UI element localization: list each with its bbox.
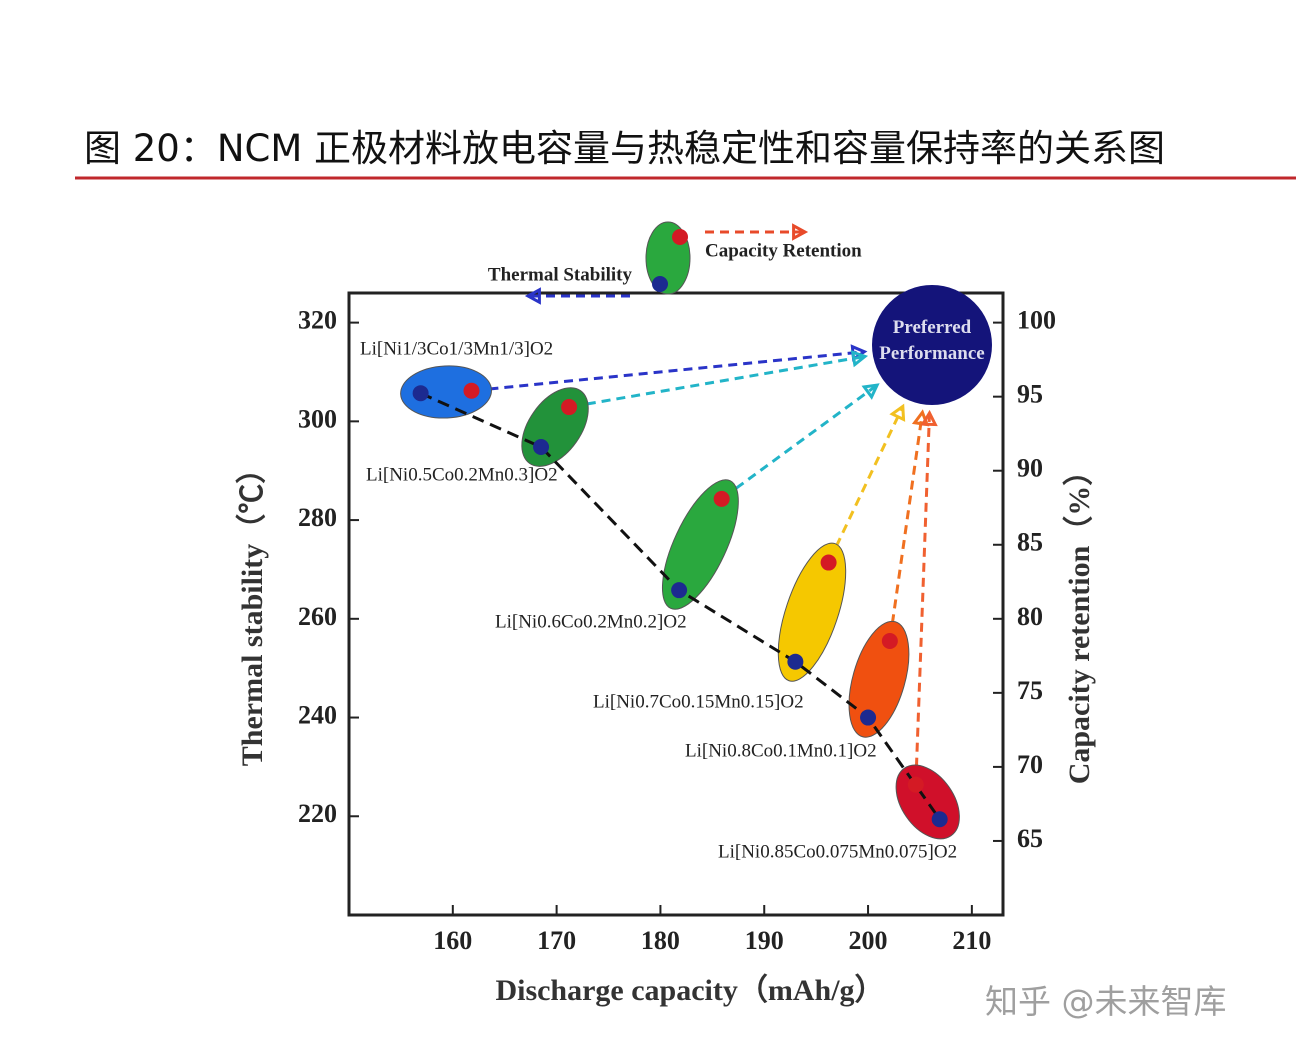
y-tick-label: 280 xyxy=(298,503,337,532)
x-tick-label: 170 xyxy=(537,926,576,955)
x-tick-label: 190 xyxy=(745,926,784,955)
material-label: Li[Ni0.8Co0.1Mn0.1]O2 xyxy=(685,740,877,761)
thermal-point xyxy=(860,709,877,726)
x-tick-label: 200 xyxy=(849,926,888,955)
thermal-point xyxy=(931,811,948,828)
legend-label: Thermal Stability xyxy=(488,264,633,285)
performance-arrow-head xyxy=(850,349,869,368)
x-tick-label: 210 xyxy=(952,926,991,955)
x-tick-label: 160 xyxy=(433,926,472,955)
y2-tick-label: 95 xyxy=(1017,380,1043,409)
performance-arrow xyxy=(735,383,879,490)
watermark: 知乎 @未来智库 xyxy=(985,982,1227,1021)
y2-tick-label: 75 xyxy=(1017,676,1043,705)
y2-tick-label: 85 xyxy=(1017,528,1043,557)
retention-point xyxy=(881,633,898,650)
performance-arrow xyxy=(834,405,905,547)
thermal-point xyxy=(787,653,804,670)
x-tick-label: 180 xyxy=(641,926,680,955)
y2-tick-label: 80 xyxy=(1017,602,1043,631)
y-tick-label: 300 xyxy=(298,404,337,433)
material-ellipse xyxy=(848,620,910,738)
material-label: Li[Ni0.7Co0.15Mn0.15]O2 xyxy=(593,691,804,712)
y2-axis-label: Capacity retention（%） xyxy=(1062,456,1096,785)
y-tick-label: 240 xyxy=(298,701,337,730)
material-ellipse xyxy=(400,365,492,419)
thermal-trend xyxy=(420,391,941,821)
material-label: Li[Ni0.6Co0.2Mn0.2]O2 xyxy=(495,611,687,632)
thermal-point xyxy=(671,582,688,599)
thermal-point xyxy=(533,439,550,456)
y2-tick-label: 90 xyxy=(1017,454,1043,483)
performance-arrow-head xyxy=(889,403,906,422)
retention-point xyxy=(820,554,837,571)
material-label: Li[Ni0.5Co0.2Mn0.3]O2 xyxy=(366,464,558,485)
material-ellipse xyxy=(661,479,739,610)
material-label: Li[Ni1/3Co1/3Mn1/3]O2 xyxy=(360,338,553,359)
legend-label: Capacity Retention xyxy=(705,240,862,261)
performance-arrow-head xyxy=(920,409,938,427)
plot-frame xyxy=(347,291,1005,917)
x-axis-label: Discharge capacity（mAh/g） xyxy=(495,973,884,1007)
y2-tick-label: 65 xyxy=(1017,824,1043,853)
retention-point xyxy=(907,776,924,793)
performance-arrow xyxy=(914,412,931,767)
material-ellipse xyxy=(895,764,960,840)
performance-arrow xyxy=(890,412,924,624)
performance-arrow xyxy=(489,350,865,391)
y-axis-label: Thermal stability（℃） xyxy=(235,454,269,767)
y-tick-label: 260 xyxy=(298,602,337,631)
preferred-performance xyxy=(872,285,992,405)
material-label: Li[Ni0.85Co0.075Mn0.075]O2 xyxy=(718,841,957,862)
y2-tick-label: 70 xyxy=(1017,750,1043,779)
performance-arrow-head xyxy=(861,383,880,400)
y2-tick-label: 100 xyxy=(1017,306,1056,335)
performance-arrow xyxy=(586,354,866,406)
legend-marker xyxy=(652,276,668,292)
y-tick-label: 220 xyxy=(298,799,337,828)
legend-marker xyxy=(672,229,688,245)
target-label: Preferred Performance xyxy=(879,317,985,364)
y-tick-label: 320 xyxy=(298,306,337,335)
retention-point xyxy=(463,382,480,399)
thermal-point xyxy=(412,385,429,402)
legend-arrow-head xyxy=(792,223,809,241)
retention-point xyxy=(713,490,730,507)
chart-title: 图 20：NCM 正极材料放电容量与热稳定性和容量保持率的关系图 xyxy=(84,127,1166,170)
legend-arrow-head xyxy=(524,287,541,305)
material-ellipse xyxy=(777,542,847,682)
retention-point xyxy=(561,399,578,416)
